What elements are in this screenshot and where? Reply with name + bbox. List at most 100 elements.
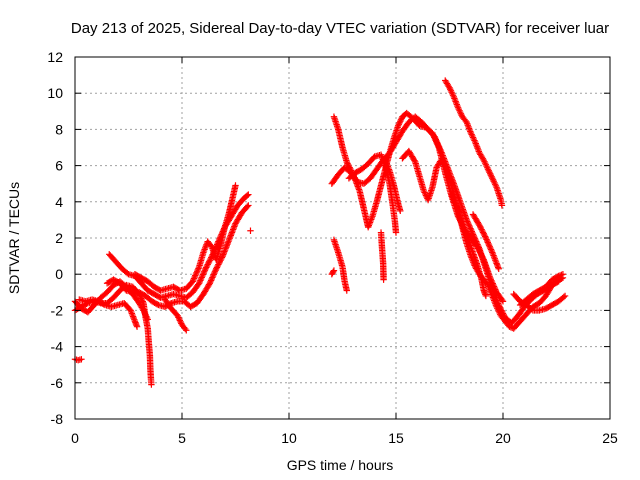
series-s6 <box>131 182 239 294</box>
data-point <box>488 173 495 180</box>
series-s13 <box>345 151 400 236</box>
data-point <box>199 271 207 278</box>
data-point <box>485 242 493 249</box>
data-point <box>174 312 181 320</box>
data-point <box>78 356 85 363</box>
data-point <box>210 271 217 278</box>
data-point <box>133 323 141 330</box>
data-point <box>481 233 489 240</box>
data-point <box>244 203 251 210</box>
data-point <box>485 240 492 247</box>
data-point <box>207 277 215 284</box>
data-point <box>202 265 209 272</box>
data-point <box>479 255 487 262</box>
data-point <box>476 249 484 256</box>
data-point <box>411 157 418 164</box>
data-point <box>468 131 475 138</box>
data-point <box>467 225 474 232</box>
data-point <box>452 201 460 208</box>
data-point <box>490 178 497 185</box>
data-point <box>467 129 475 137</box>
data-point <box>330 268 337 275</box>
data-point <box>498 296 506 304</box>
data-point <box>432 137 439 144</box>
x-tick-label: 10 <box>281 430 297 446</box>
y-tick-label: -2 <box>51 302 64 318</box>
data-point <box>209 272 217 280</box>
data-point <box>195 280 203 287</box>
data-point <box>469 134 477 141</box>
data-point <box>491 284 498 292</box>
y-tick-label: 2 <box>55 230 63 246</box>
data-point <box>451 197 458 204</box>
data-point <box>494 306 502 313</box>
data-point <box>144 316 151 323</box>
data-point <box>216 258 224 265</box>
data-point <box>448 191 455 198</box>
data-point <box>451 198 459 205</box>
data-point <box>479 227 486 235</box>
data-point <box>431 135 439 143</box>
data-point <box>189 278 196 285</box>
data-point <box>347 165 354 173</box>
data-point <box>140 308 148 316</box>
data-point <box>483 236 490 243</box>
x-axis-title: GPS time / hours <box>287 457 394 473</box>
data-point <box>457 110 465 117</box>
data-point <box>452 200 459 207</box>
data-point <box>198 274 205 281</box>
data-point <box>486 169 493 176</box>
data-point <box>491 179 498 186</box>
tick-labels: 0 5 10 15 20 25 -8 -6 -4 -2 0 2 4 6 8 10 12 <box>47 49 618 446</box>
axis-ticks <box>74 56 611 420</box>
data-point <box>487 172 495 179</box>
data-point <box>182 325 189 333</box>
data-point <box>448 89 455 96</box>
y-tick-label: 12 <box>47 49 63 65</box>
data-point <box>476 222 483 229</box>
series-s14 <box>377 229 387 283</box>
y-tick-label: 8 <box>55 121 63 137</box>
data-point <box>195 265 202 272</box>
data-point <box>396 119 403 126</box>
data-point <box>481 231 488 239</box>
series-s7 <box>103 202 252 310</box>
data-point <box>447 86 454 93</box>
series-s18 <box>442 77 506 209</box>
series-s8 <box>161 296 190 334</box>
data-point <box>476 223 484 230</box>
data-point <box>486 170 494 177</box>
data-point <box>484 239 492 246</box>
data-point <box>466 223 474 231</box>
data-point <box>465 222 473 229</box>
data-point <box>561 292 569 300</box>
data-point <box>449 90 456 98</box>
series-s9 <box>247 227 254 234</box>
data-point <box>205 259 212 267</box>
data-point <box>475 246 482 254</box>
data-point <box>431 134 438 141</box>
data-marks <box>71 77 569 388</box>
data-point <box>208 254 215 261</box>
data-point <box>487 246 495 253</box>
chart-title: Day 213 of 2025, Sidereal Day-to-day VTE… <box>71 20 609 37</box>
data-point <box>245 191 252 198</box>
data-point <box>194 266 202 274</box>
data-point <box>330 267 338 274</box>
x-tick-label: 20 <box>495 430 511 446</box>
data-point <box>207 255 214 263</box>
data-point <box>140 307 147 314</box>
data-point <box>218 255 225 263</box>
data-point <box>449 192 456 200</box>
data-point <box>175 315 183 323</box>
data-point <box>483 163 490 170</box>
data-point <box>176 317 184 324</box>
data-point <box>480 230 487 237</box>
data-point <box>175 314 182 321</box>
data-point <box>477 224 485 232</box>
data-point <box>344 160 351 167</box>
data-point <box>482 161 490 168</box>
grid <box>75 57 610 419</box>
data-point <box>481 158 488 165</box>
